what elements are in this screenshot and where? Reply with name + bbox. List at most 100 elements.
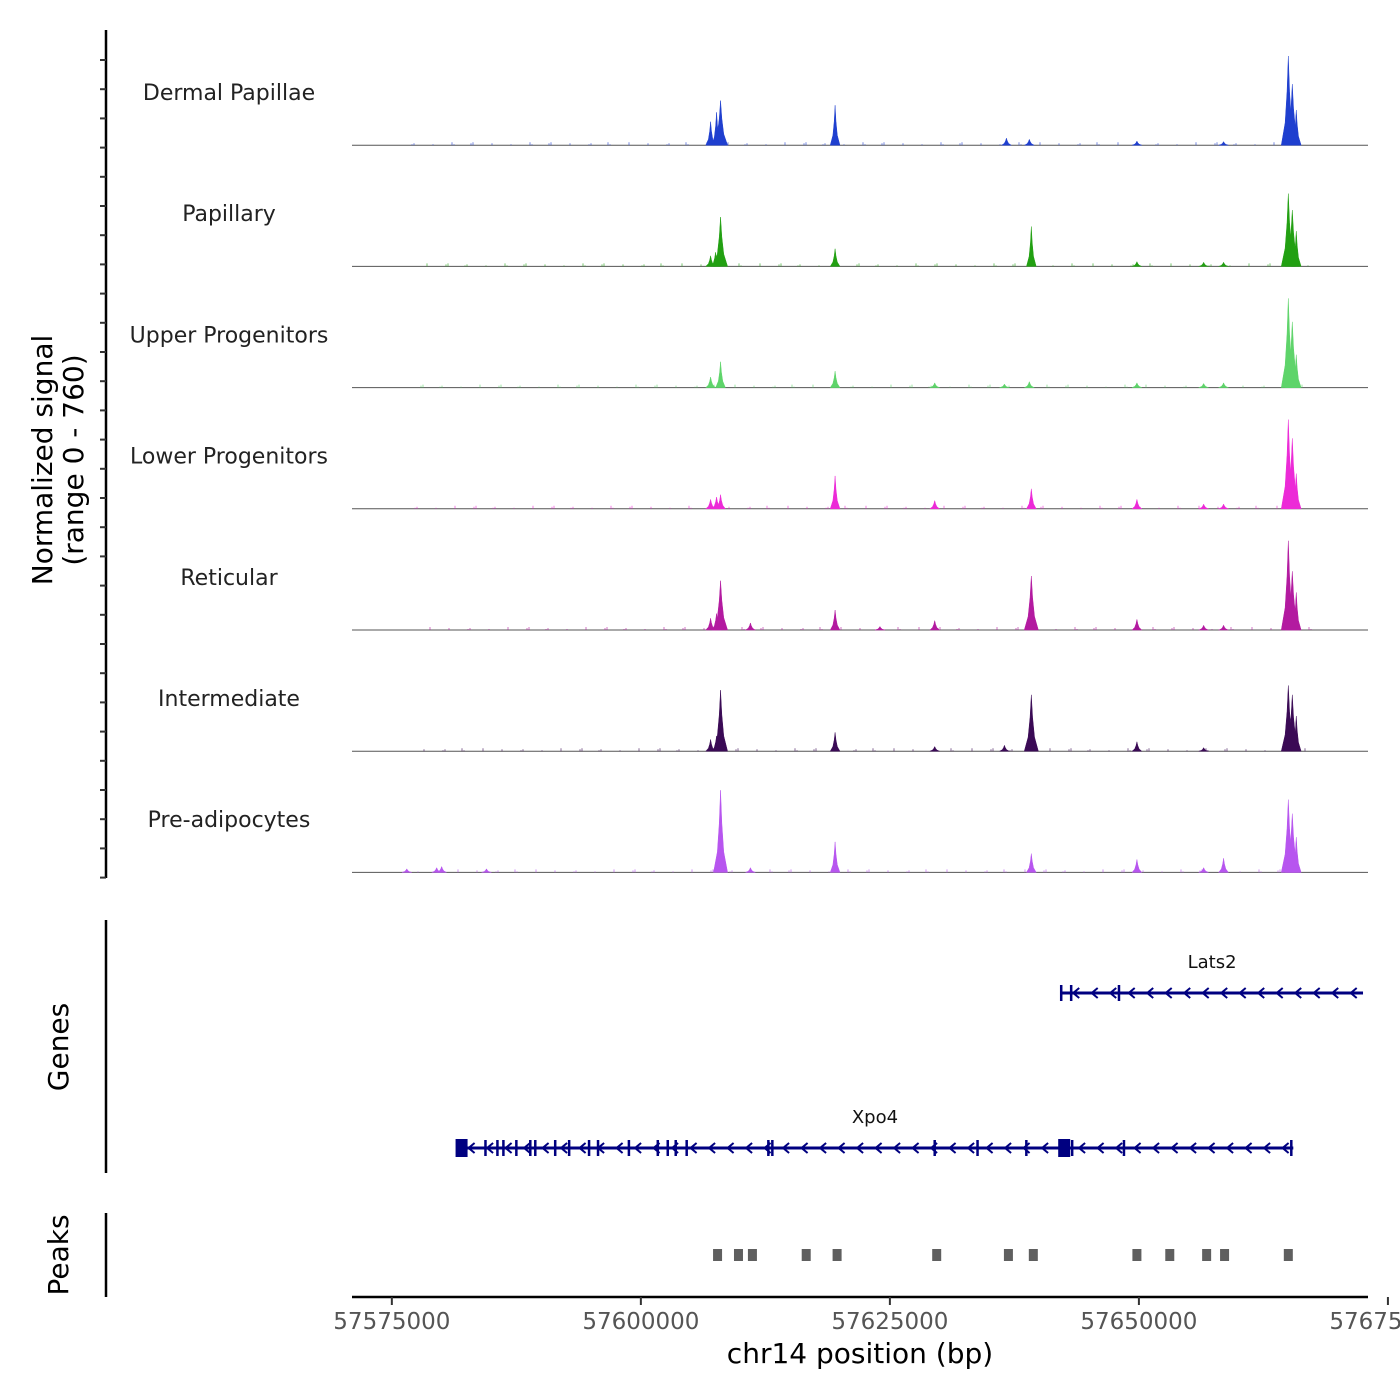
strand-arrow bbox=[485, 1142, 494, 1154]
strand-arrow bbox=[707, 1142, 716, 1154]
coverage-peak bbox=[1218, 503, 1229, 510]
coverage-peak bbox=[1023, 575, 1039, 631]
x-tick-label: 57625000 bbox=[831, 1309, 948, 1335]
gene-exon bbox=[666, 1140, 670, 1156]
strand-arrow bbox=[726, 1142, 735, 1154]
coverage-peak bbox=[715, 494, 726, 510]
gene-exon bbox=[553, 1140, 557, 1156]
gene-exon bbox=[674, 1140, 677, 1156]
strand-arrow bbox=[744, 1142, 753, 1154]
coverage-peak bbox=[1131, 499, 1143, 510]
gene-exon bbox=[767, 1140, 770, 1156]
coverage-peak bbox=[829, 105, 841, 146]
strand-arrow bbox=[1238, 987, 1247, 999]
peaks-track-label: Peaks bbox=[42, 1214, 75, 1295]
coverage-peak bbox=[1218, 382, 1229, 388]
track-label: Intermediate bbox=[158, 687, 300, 712]
gene-exon bbox=[1070, 1140, 1074, 1156]
gene-exon bbox=[976, 1140, 979, 1156]
gene-exon bbox=[771, 1140, 774, 1156]
strand-arrow bbox=[1244, 1142, 1253, 1154]
strand-arrow bbox=[1040, 1142, 1049, 1154]
strand-arrow bbox=[1170, 1142, 1179, 1154]
strand-arrow bbox=[1096, 1142, 1105, 1154]
coverage-peak bbox=[1131, 741, 1143, 752]
strand-arrow bbox=[504, 1142, 513, 1154]
peak-region bbox=[932, 1249, 942, 1261]
coverage-peak bbox=[1198, 624, 1209, 631]
y-axis-title: Normalized signal(range 0 - 760) bbox=[26, 335, 90, 586]
strand-arrow bbox=[800, 1142, 809, 1154]
track-label: Upper Progenitors bbox=[130, 323, 329, 348]
strand-arrow bbox=[1225, 1142, 1234, 1154]
coverage-peak bbox=[713, 790, 728, 873]
track-papillary: Papillary bbox=[182, 193, 1368, 267]
strand-arrow bbox=[1077, 1142, 1086, 1154]
gene-label: Lats2 bbox=[1188, 952, 1237, 973]
peak-region bbox=[1132, 1249, 1142, 1261]
gene-exon bbox=[587, 1140, 591, 1156]
strand-arrow bbox=[578, 1142, 587, 1154]
strand-arrow bbox=[985, 1142, 994, 1154]
coverage-peak bbox=[1026, 853, 1037, 873]
coverage-peak bbox=[829, 371, 841, 388]
strand-arrow bbox=[892, 1142, 901, 1154]
strand-arrow bbox=[1114, 1142, 1123, 1154]
coverage-peak bbox=[1291, 231, 1302, 267]
gene-exon bbox=[1290, 1140, 1293, 1156]
peak-region bbox=[1220, 1249, 1230, 1261]
coverage-peak bbox=[929, 620, 941, 631]
strand-arrow bbox=[1071, 987, 1080, 999]
coverage-peak bbox=[1198, 261, 1209, 267]
gene-exon bbox=[1117, 985, 1121, 1001]
coverage-peak bbox=[745, 867, 756, 873]
y-axis-title-line1: Normalized signal bbox=[26, 335, 59, 586]
gene-exon bbox=[656, 1140, 660, 1156]
track-upper-progenitors: Upper Progenitors bbox=[130, 298, 1368, 389]
gene-lats2: Lats2 bbox=[1059, 952, 1364, 1001]
track-dermal-papillae: Dermal Papillae bbox=[143, 55, 1368, 146]
peak-region bbox=[1202, 1249, 1212, 1261]
strand-arrow bbox=[1164, 987, 1173, 999]
track-lower-progenitors: Lower Progenitors bbox=[130, 419, 1368, 510]
x-tick-label: 57600000 bbox=[582, 1309, 699, 1335]
coverage-peak bbox=[1291, 109, 1302, 146]
peak-region bbox=[1165, 1249, 1175, 1261]
strand-arrow bbox=[689, 1142, 698, 1154]
strand-arrow bbox=[855, 1142, 864, 1154]
coverage-peak bbox=[1198, 382, 1209, 388]
strand-arrow bbox=[1003, 1142, 1012, 1154]
strand-arrow bbox=[1182, 987, 1191, 999]
strand-arrow bbox=[522, 1142, 531, 1154]
gene-exon bbox=[596, 1140, 600, 1156]
coverage-peak bbox=[1023, 694, 1039, 752]
coverage-peak bbox=[713, 580, 728, 631]
coverage-peak bbox=[1131, 859, 1143, 873]
peak-region bbox=[1283, 1249, 1293, 1261]
strand-arrow bbox=[615, 1142, 624, 1154]
strand-arrow bbox=[541, 1142, 550, 1154]
coverage-peak bbox=[1291, 715, 1302, 752]
coverage-peak bbox=[1218, 858, 1229, 873]
coverage-peak bbox=[1131, 261, 1142, 267]
coverage-peak bbox=[929, 745, 940, 752]
strand-arrow bbox=[1330, 987, 1339, 999]
gene-exon bbox=[627, 1140, 631, 1156]
peak-region bbox=[1003, 1249, 1013, 1261]
x-axis-title: chr14 position (bp) bbox=[727, 1337, 993, 1370]
strand-arrow bbox=[559, 1142, 568, 1154]
peak-region bbox=[733, 1249, 743, 1261]
gene-xpo4: Xpo4 bbox=[455, 1107, 1294, 1157]
strand-arrow bbox=[1090, 987, 1099, 999]
strand-arrow bbox=[837, 1142, 846, 1154]
gene-exon bbox=[933, 1140, 936, 1156]
track-label: Papillary bbox=[182, 202, 276, 227]
coverage-peak bbox=[1218, 141, 1229, 146]
strand-arrow bbox=[966, 1142, 975, 1154]
coverage-peak bbox=[1291, 592, 1302, 631]
x-tick-label: 57650000 bbox=[1080, 1309, 1197, 1335]
strand-arrow bbox=[1312, 987, 1321, 999]
strand-arrow bbox=[467, 1142, 476, 1154]
coverage-peak bbox=[713, 100, 728, 146]
